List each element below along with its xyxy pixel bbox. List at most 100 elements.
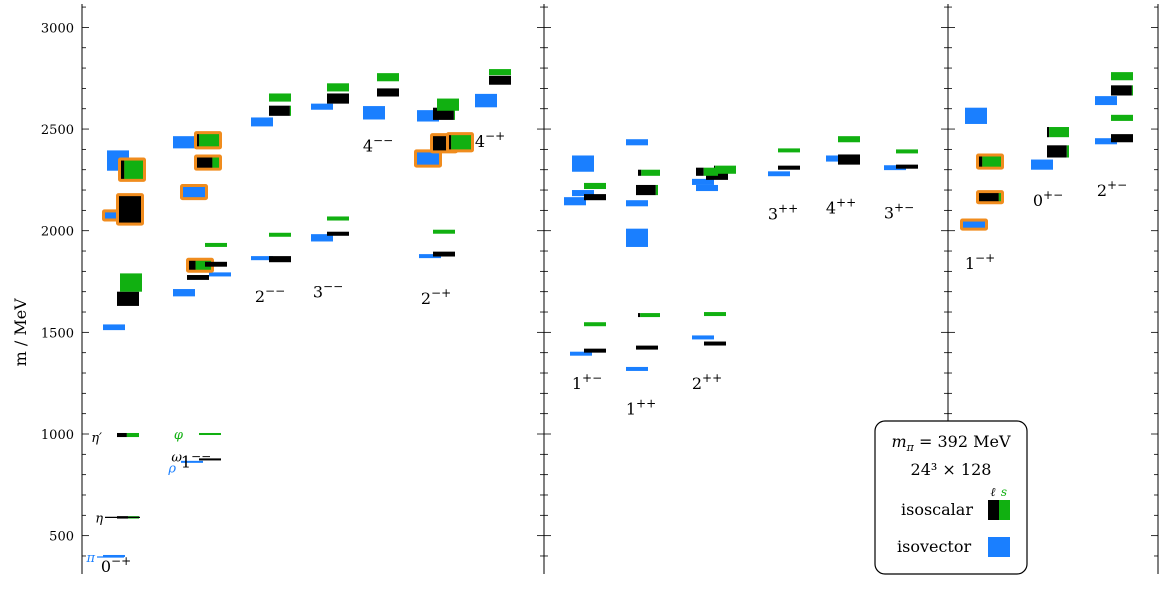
isoscalar-state-strange (124, 160, 143, 179)
legend-volume: 24³ × 128 (911, 460, 992, 479)
isoscalar-state-light (638, 313, 641, 318)
isovector-state (173, 136, 195, 149)
isoscalar-state-strange (327, 216, 349, 221)
y-tick-label: 3000 (41, 21, 74, 36)
isoscalar-state-strange (289, 105, 291, 116)
y-tick-label: 2500 (41, 123, 74, 138)
state-annotation: ρ (167, 462, 176, 477)
state-annotation: φ (174, 428, 184, 443)
isoscalar-state-strange (778, 148, 800, 153)
channel-label: 4−+ (475, 129, 505, 151)
isovector-state (417, 110, 439, 122)
isoscalar-state-strange (212, 157, 219, 168)
y-tick-label: 1000 (41, 428, 74, 443)
channel-label: 3++ (768, 201, 798, 223)
isoscalar-state-light (696, 167, 704, 176)
isoscalar-state-strange (437, 98, 459, 111)
isoscalar-state-strange (641, 169, 660, 176)
y-axis-label: m / MeV (11, 298, 30, 367)
isoscalar-state-light (269, 105, 290, 116)
isoscalar-state-light (187, 275, 209, 280)
isovector-state (181, 460, 203, 463)
isoscalar-state-light (1047, 127, 1050, 138)
channel-label: 4++ (826, 195, 856, 217)
isoscalar-state-light (638, 169, 642, 176)
isovector-state (1031, 159, 1053, 170)
isoscalar-state-light (327, 93, 349, 104)
isovector-state (251, 117, 273, 127)
isoscalar-state-strange (838, 136, 860, 143)
isoscalar-state-light (584, 194, 606, 201)
isoscalar-state-strange (584, 182, 606, 190)
isoscalar-state-strange (1066, 145, 1069, 158)
isoscalar-state-light (433, 136, 449, 151)
isoscalar-state-light (197, 134, 200, 147)
legend-pion-mass: mπ = 392 MeV (891, 432, 1010, 454)
isoscalar-state-strange (1049, 127, 1069, 138)
isovector-state (173, 289, 195, 297)
isoscalar-state-strange (269, 93, 291, 102)
isovector-state (419, 254, 441, 259)
isoscalar-state-light (979, 193, 999, 202)
isovector-state (572, 190, 594, 197)
isoscalar-state-strange (433, 229, 455, 234)
isovector-state (251, 256, 273, 261)
isovector-state (564, 197, 586, 206)
isoscalar-state-strange (704, 312, 726, 317)
isoscalar-state-light (1111, 85, 1132, 96)
legend-isovector-swatch (988, 537, 1010, 557)
chart-marks (102, 69, 1133, 557)
isoscalar-state-light (199, 458, 221, 461)
isovector-state (311, 234, 333, 242)
isovector-state (1095, 96, 1117, 106)
state-annotation: η (95, 511, 103, 526)
isoscalar-state-light (704, 341, 726, 346)
legend-box (874, 420, 1028, 575)
isoscalar-state-strange (377, 73, 399, 82)
isoscalar-state-light (121, 160, 125, 179)
isoscalar-state-strange (451, 135, 471, 150)
legend-isoscalar-strange-swatch (999, 500, 1010, 520)
isoscalar-state-strange (584, 322, 606, 327)
isovector-state (692, 335, 714, 340)
isovector-state (826, 155, 848, 162)
isoscalar-state-strange (453, 107, 455, 120)
channel-label: 2−+ (421, 286, 451, 308)
isoscalar-state-light (269, 256, 291, 263)
isoscalar-state-light (119, 196, 141, 223)
channel-label: 3−− (313, 280, 343, 302)
isoscalar-state-strange (1131, 85, 1133, 96)
isoscalar-state-light (896, 164, 918, 169)
isoscalar-state-strange (195, 260, 211, 270)
isovector-state (626, 228, 648, 247)
channel-label: 2+− (1097, 178, 1127, 200)
isoscalar-state-strange (982, 156, 1001, 167)
isovector-state (363, 106, 385, 120)
isoscalar-state-strange (126, 432, 139, 438)
isovector-state (475, 93, 497, 108)
isovector-state (626, 139, 648, 146)
isoscalar-state-light (636, 184, 656, 196)
isoscalar-state-light (433, 251, 455, 257)
isoscalar-state-strange (655, 184, 658, 196)
channel-label: 4−− (363, 133, 393, 155)
isovector-state (572, 155, 594, 172)
isoscalar-state-strange (269, 232, 291, 237)
isovector-state (417, 152, 439, 165)
state-annotation: π (85, 551, 95, 566)
isoscalar-state-light (449, 135, 452, 150)
channel-labels: 0−+ 1−− 2−− 3−− 4−− 2−+ 4−+ 1+− 1++ 2++ 3++ 4++ 3+− 1… (85, 129, 1127, 576)
isovector-state (692, 178, 714, 185)
isoscalar-state-strange (199, 432, 221, 436)
isoscalar-state-light (636, 345, 658, 350)
isoscalar-state-strange (199, 134, 219, 147)
channel-label: 0+− (1033, 188, 1063, 210)
isoscalar-state-light (117, 291, 139, 306)
isoscalar-state-light (489, 75, 511, 85)
isoscalar-state-strange (896, 149, 918, 154)
isoscalar-state-strange (703, 167, 718, 176)
legend-strange-label: s (1001, 485, 1007, 499)
channel-label: 1++ (626, 397, 656, 419)
legend-isoscalar-label: isoscalar (901, 500, 973, 519)
legend-isoscalar-light-swatch (988, 500, 999, 520)
